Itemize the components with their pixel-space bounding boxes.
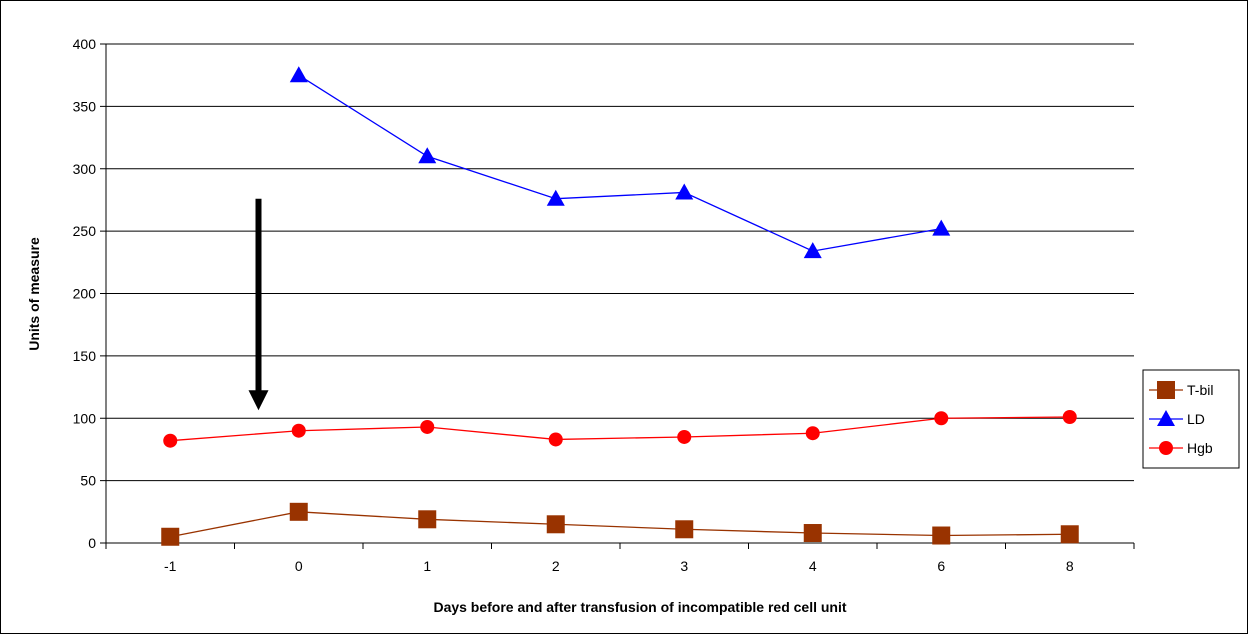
y-tick-label: 400 (73, 36, 97, 52)
data-point-t-bil (1060, 525, 1079, 544)
y-tick-label: 0 (88, 535, 96, 551)
data-point-ld (289, 66, 308, 83)
series-t-bil (161, 502, 1079, 546)
legend: T-bil LD Hgb (1142, 369, 1240, 469)
data-point-hgb (420, 419, 435, 434)
x-tick-label: 3 (680, 558, 688, 574)
series-line-hgb (170, 416, 1070, 442)
y-tick-label: 300 (73, 161, 97, 177)
legend-item-hgb: Hgb (1149, 440, 1213, 456)
y-tick-label: 50 (80, 473, 96, 489)
x-tick-label: 4 (809, 558, 817, 574)
series-layer (161, 66, 1079, 546)
series-line-ld (298, 74, 942, 252)
data-point-t-bil (803, 524, 822, 543)
x-axis-title: Days before and after transfusion of inc… (433, 599, 846, 615)
y-tick-label: 200 (73, 286, 97, 302)
x-axis-ticks: -1 0 1 2 3 4 6 8 (105, 543, 1135, 574)
legend-marker-t-bil (1157, 381, 1175, 399)
y-tick-label: 100 (73, 410, 97, 426)
gridlines (106, 43, 1134, 482)
series-hgb (163, 410, 1077, 448)
x-tick-label: 0 (295, 558, 303, 574)
data-point-ld (546, 189, 565, 206)
data-point-t-bil (675, 520, 694, 539)
data-point-t-bil (418, 510, 437, 529)
legend-label-t-bil: T-bil (1187, 382, 1213, 398)
x-tick-label: 2 (552, 558, 560, 574)
data-point-hgb (1062, 410, 1077, 425)
series-ld (289, 66, 951, 259)
series-line-t-bil (170, 511, 1070, 538)
data-point-hgb (291, 423, 306, 438)
y-axis-ticks: 0 50 100 150 200 250 300 350 400 (73, 36, 106, 551)
legend-marker-ld (1157, 410, 1175, 426)
legend-marker-hgb (1159, 441, 1173, 455)
x-tick-label: 6 (937, 558, 945, 574)
y-tick-label: 150 (73, 348, 97, 364)
data-point-t-bil (546, 515, 565, 534)
data-point-t-bil (289, 502, 308, 521)
y-axis-title: Units of measure (26, 237, 42, 351)
legend-label-hgb: Hgb (1187, 440, 1213, 456)
data-point-hgb (163, 433, 178, 448)
data-point-hgb (934, 411, 949, 426)
data-point-t-bil (932, 526, 951, 545)
data-point-hgb (548, 432, 563, 447)
x-tick-label: 1 (423, 558, 431, 574)
annotation-arrow-head (248, 390, 269, 411)
data-point-t-bil (161, 527, 180, 546)
data-point-ld (675, 183, 694, 200)
data-point-ld (803, 242, 822, 259)
y-tick-label: 350 (73, 98, 97, 114)
y-tick-label: 250 (73, 223, 97, 239)
legend-item-t-bil: T-bil (1149, 381, 1213, 399)
data-point-hgb (805, 426, 820, 441)
data-point-ld (418, 147, 437, 164)
x-tick-label: -1 (164, 558, 177, 574)
legend-label-ld: LD (1187, 411, 1205, 427)
x-tick-label: 8 (1066, 558, 1074, 574)
data-point-hgb (677, 429, 692, 444)
annotation-layer (248, 198, 269, 411)
data-point-ld (932, 219, 951, 236)
legend-item-ld: LD (1149, 410, 1205, 427)
